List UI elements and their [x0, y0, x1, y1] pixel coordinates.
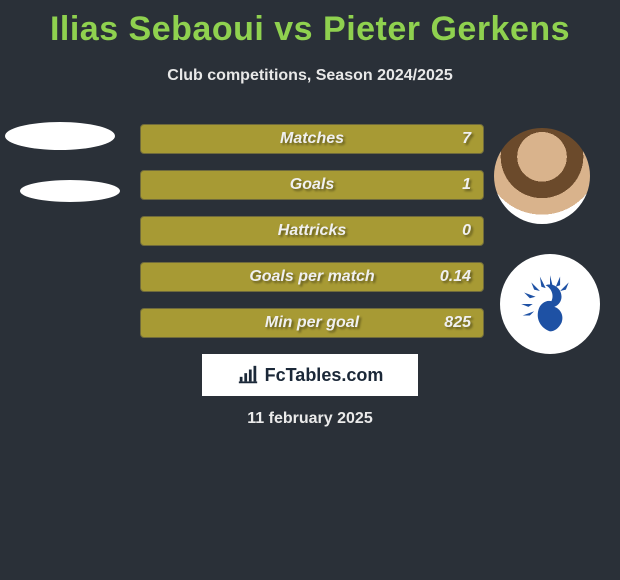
- stats-bars: Matches 7 Goals 1 Hattricks 0 Goals per …: [140, 124, 484, 354]
- stat-label: Hattricks: [278, 222, 346, 240]
- stat-bar: Matches 7: [140, 124, 484, 154]
- page-subtitle: Club competitions, Season 2024/2025: [0, 67, 620, 85]
- footer-date: 11 february 2025: [247, 410, 372, 428]
- stat-label: Goals per match: [249, 268, 374, 286]
- brand-badge: FcTables.com: [202, 354, 418, 396]
- player-avatar: [494, 128, 590, 224]
- stat-value: 0.14: [440, 268, 471, 286]
- stat-bar: Goals 1: [140, 170, 484, 200]
- stat-value: 825: [444, 314, 471, 332]
- brand-text: FcTables.com: [265, 365, 384, 386]
- left-marker-ellipse: [20, 180, 120, 202]
- native-headdress-icon: [514, 268, 586, 340]
- stat-label: Goals: [290, 176, 334, 194]
- bar-chart-icon: [237, 364, 259, 386]
- stat-bar: Hattricks 0: [140, 216, 484, 246]
- stat-value: 1: [462, 176, 471, 194]
- left-marker-ellipse: [5, 122, 115, 150]
- stat-bar: Min per goal 825: [140, 308, 484, 338]
- page-title: Ilias Sebaoui vs Pieter Gerkens: [0, 0, 620, 49]
- stat-label: Min per goal: [265, 314, 359, 332]
- stat-value: 0: [462, 222, 471, 240]
- stat-bar: Goals per match 0.14: [140, 262, 484, 292]
- club-logo-avatar: [500, 254, 600, 354]
- stat-label: Matches: [280, 130, 344, 148]
- stat-value: 7: [462, 130, 471, 148]
